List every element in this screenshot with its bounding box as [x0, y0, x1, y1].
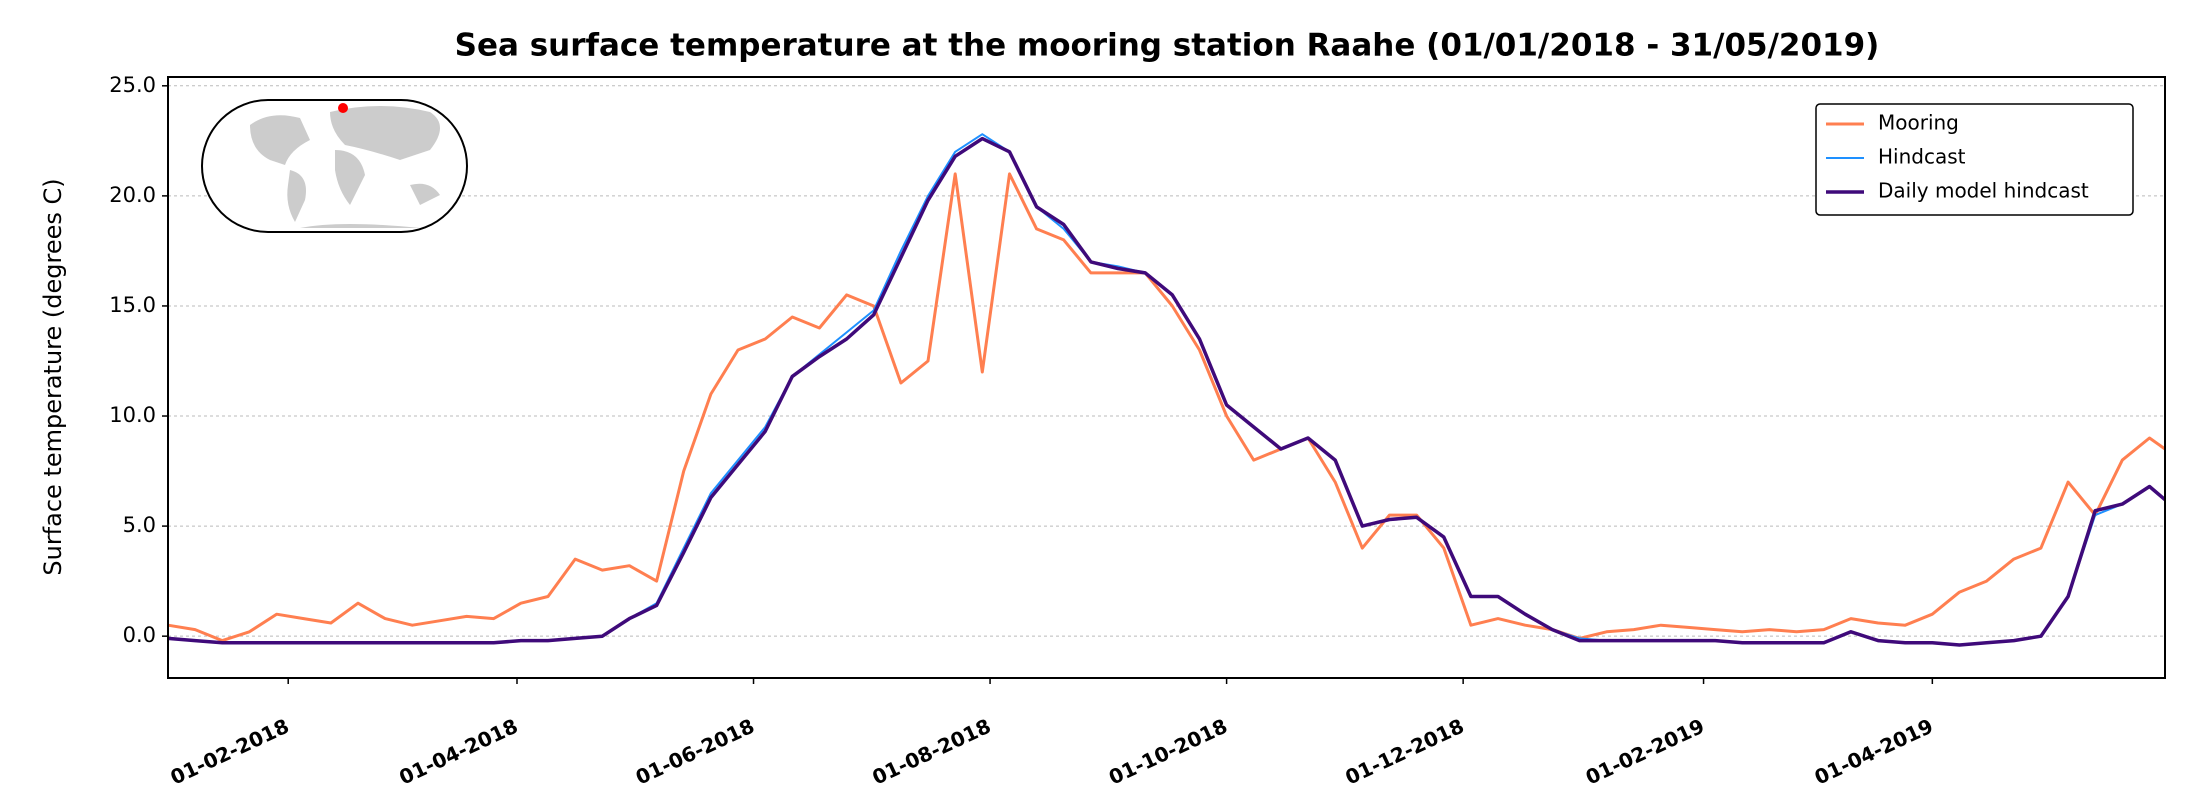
- y-axis-label: Surface temperature (degrees C): [39, 178, 67, 575]
- inset-map: [201, 99, 468, 233]
- y-tick-label: 0.0: [123, 623, 156, 647]
- x-tick-label: 01-04-2019: [1811, 714, 1937, 790]
- x-tick-label: 01-08-2018: [868, 714, 994, 790]
- y-tick-label: 25.0: [109, 73, 156, 97]
- map-land: [300, 224, 420, 228]
- plot-frame: [167, 76, 2166, 679]
- series-line: [167, 172, 2166, 643]
- y-tick-label: 15.0: [109, 293, 156, 317]
- x-tick-label: 01-12-2018: [1341, 714, 1467, 790]
- x-tick-label: 01-02-2018: [167, 714, 293, 790]
- y-tick-label: 10.0: [109, 403, 156, 427]
- y-tick-label: 20.0: [109, 183, 156, 207]
- x-tick-label: 01-02-2019: [1582, 714, 1708, 790]
- station-marker: [338, 103, 348, 113]
- map-land: [250, 115, 310, 165]
- x-tick-label: 01-06-2018: [632, 714, 758, 790]
- map-land: [410, 183, 440, 205]
- legend-label: Mooring: [1878, 111, 1959, 135]
- map-land: [287, 170, 306, 222]
- y-tick-label: 5.0: [123, 513, 156, 537]
- map-land: [335, 150, 365, 205]
- chart-title: Sea surface temperature at the mooring s…: [455, 28, 1880, 64]
- map-land: [330, 106, 440, 160]
- x-tick-label: 01-04-2018: [395, 714, 521, 790]
- legend-label: Daily model hindcast: [1878, 179, 2089, 203]
- x-tick-label: 01-10-2018: [1105, 714, 1231, 790]
- legend-frame: [1815, 103, 2134, 216]
- legend-label: Hindcast: [1878, 145, 1966, 169]
- legend: Mooring Hindcast Daily model hindcast: [1815, 103, 2134, 216]
- series-line: [167, 136, 2167, 647]
